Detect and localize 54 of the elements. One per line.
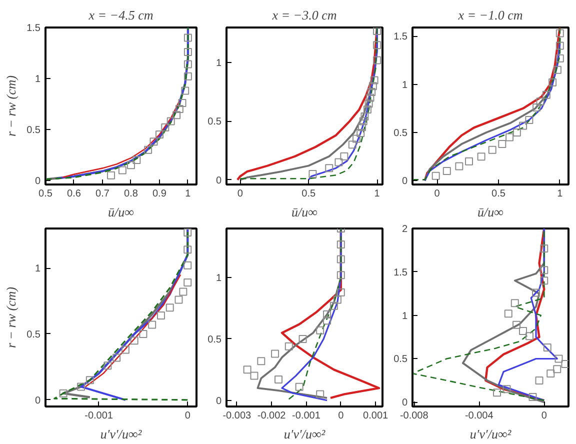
y-tick-label: 1 [34,264,41,275]
x-tick-label: 0.6 [67,188,82,200]
chart-title: x = −3.0 cm [271,8,337,22]
y-tick-label: 0 [402,176,408,188]
x-tick-label: -0.001 [292,410,321,422]
x-tick-label: 0 [434,188,440,200]
y-tick-label: 0.5 [208,334,222,346]
y-tick-label: 1.5 [394,267,408,278]
x-tick-label: 1 [185,188,192,200]
y-tick-label: 1.5 [26,23,41,34]
y-tick-label: 1 [402,310,408,322]
x-tick-label: 1 [374,188,380,200]
y-tick-label: 0 [216,396,222,407]
y-tick-label: 0.5 [26,329,41,340]
y-tick-label: 0 [34,176,41,187]
x-tick-label: 0.001 [363,410,389,422]
x-axis-title: u′v′/u∞² [470,426,512,442]
x-tick-label: -0.002 [257,410,286,422]
x-axis-title: u′v′/u∞² [284,426,326,442]
chart-title: x = −4.5 cm [88,8,154,22]
x-axis-title: u′v′/u∞² [100,426,143,442]
x-tick-label: 0.8 [124,188,138,200]
y-tick-label: 0.5 [394,128,408,139]
x-tick-label: 0 [338,410,344,422]
y-tick-label: 0 [402,398,408,409]
y-tick-label: 0.5 [26,124,41,136]
y-axis-title: r − rw (cm) [4,75,19,137]
y-tick-label: 1.5 [394,32,408,43]
x-tick-label: 0 [184,410,191,422]
x-tick-label: 0 [541,410,548,422]
y-tick-label: 0.5 [394,354,408,366]
y-tick-label: 1 [216,273,222,284]
x-tick-label: -0.001 [84,410,114,422]
chart-title: x = −1.0 cm [457,8,523,22]
x-tick-label: -0.004 [464,410,494,422]
y-tick-label: 1 [402,80,408,91]
y-tick-label: 0 [216,175,222,186]
y-axis-title: r − rw (cm) [4,286,19,348]
x-tick-label: 0 [237,188,244,200]
y-tick-label: 0 [34,395,41,406]
x-axis-title: ū/u∞ [108,204,134,220]
y-tick-label: 0.5 [208,116,222,128]
x-tick-label: 0.5 [492,188,506,200]
x-tick-label: -0.008 [400,410,429,422]
x-tick-label: 0.7 [96,188,110,200]
y-tick-label: 2 [402,224,408,235]
y-tick-label: 1 [216,58,222,70]
x-tick-label: 0.5 [302,188,316,200]
x-tick-label: 1 [557,188,564,200]
x-axis-title: ū/u∞ [478,204,504,220]
y-tick-label: 1 [34,74,41,85]
x-tick-label: 0.9 [152,188,167,200]
x-axis-title: ū/u∞ [292,204,318,220]
x-tick-label: -0.003 [222,410,252,422]
